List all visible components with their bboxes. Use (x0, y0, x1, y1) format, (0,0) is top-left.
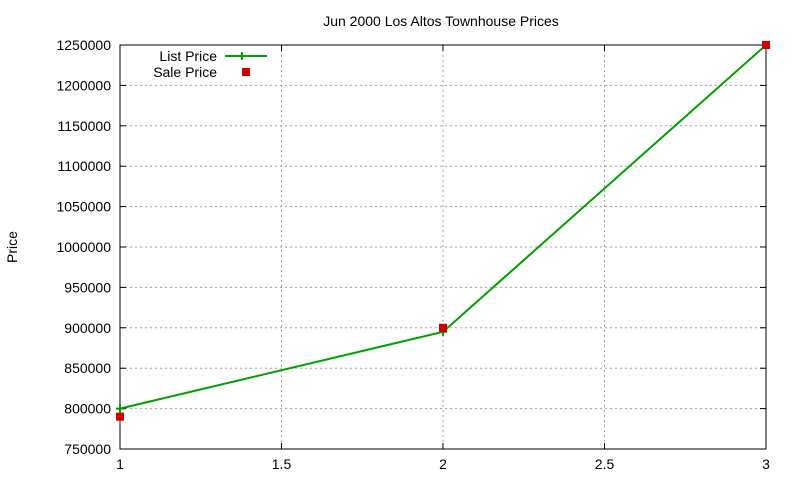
y-tick-label: 950000 (64, 279, 111, 295)
y-tick-label: 850000 (64, 360, 111, 376)
data-point-list-price (116, 404, 124, 413)
x-tick-label: 1 (116, 456, 124, 472)
y-tick-label: 800000 (64, 401, 111, 417)
x-tick-label: 3 (762, 456, 770, 472)
chart-title: Jun 2000 Los Altos Townhouse Prices (323, 13, 559, 29)
x-tick-label: 1.5 (272, 456, 292, 472)
data-point-sale-price (439, 323, 447, 332)
legend: List Price Sale Price (153, 48, 267, 80)
data-point-sale-price (762, 41, 770, 49)
y-tick-label: 1200000 (56, 77, 111, 93)
y-tick-label: 1250000 (56, 37, 111, 53)
x-tick-label: 2.5 (595, 456, 615, 472)
y-tick-label: 1000000 (56, 239, 111, 255)
legend-marker-list-price (238, 52, 246, 60)
y-tick-label: 1100000 (58, 158, 112, 174)
data-point-sale-price (116, 412, 124, 421)
y-axis-label: Price (4, 231, 20, 263)
x-tick-label: 2 (439, 456, 447, 472)
plot-border (119, 44, 767, 450)
legend-label-list-price: List Price (159, 48, 217, 64)
legend-label-sale-price: Sale Price (153, 64, 217, 80)
y-tick-label: 750000 (64, 441, 111, 457)
y-tick-label: 1050000 (56, 199, 111, 215)
y-tick-label: 900000 (64, 320, 111, 336)
y-tick-label: 1150000 (58, 118, 112, 134)
legend-marker-sale-price (242, 68, 250, 76)
